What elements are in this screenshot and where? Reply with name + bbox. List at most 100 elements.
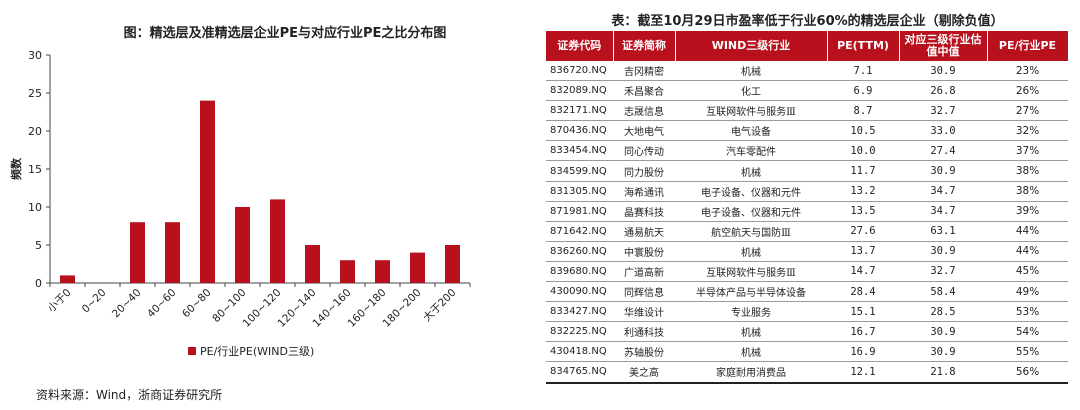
cell-pe-ratio: 56% bbox=[987, 361, 1068, 384]
cell-name: 中寰股份 bbox=[613, 241, 675, 262]
cell-industry-median: 63.1 bbox=[899, 221, 987, 242]
cell-industry-median: 21.8 bbox=[899, 361, 987, 384]
cell-pe-ratio: 38% bbox=[987, 160, 1068, 182]
cell-industry-median: 26.8 bbox=[899, 80, 987, 102]
cell-industry-median: 34.7 bbox=[899, 181, 987, 202]
table-row: 831305.NQ 海希通讯 电子设备、仪器和元件 13.2 34.7 38% bbox=[546, 181, 1068, 202]
cell-name: 晶赛科技 bbox=[613, 201, 675, 222]
cell-name: 广道高新 bbox=[613, 261, 675, 283]
y-tick-label: 0 bbox=[35, 277, 42, 290]
cell-pe-ttm: 15.1 bbox=[827, 301, 899, 323]
table-row: 871642.NQ 通易航天 航空航天与国防Ⅲ 27.6 63.1 44% bbox=[546, 221, 1068, 242]
table-header-row: 证券代码 证券简称 WIND三级行业 PE(TTM) 对应三级行业估值中值 PE… bbox=[546, 31, 1069, 61]
source-note: 资料来源：Wind，浙商证券研究所 bbox=[36, 388, 223, 402]
cell-industry: 互联网软件与服务Ⅲ bbox=[675, 100, 827, 122]
table-title: 表：截至10月29日市盈率低于行业60%的精选层企业（剔除负值） bbox=[611, 14, 1004, 29]
cell-code: 834765.NQ bbox=[546, 361, 613, 384]
cell-pe-ratio: 32% bbox=[987, 120, 1068, 142]
cell-code: 832225.NQ bbox=[546, 321, 613, 343]
x-tick-label: 40~60 bbox=[145, 287, 179, 321]
cell-name: 通易航天 bbox=[613, 221, 675, 242]
cell-industry-median: 32.7 bbox=[899, 261, 987, 283]
bar bbox=[445, 245, 460, 283]
bar bbox=[200, 100, 215, 283]
y-tick-label: 10 bbox=[28, 201, 42, 214]
cell-pe-ttm: 28.4 bbox=[827, 281, 899, 303]
cell-name: 吉冈精密 bbox=[613, 61, 675, 82]
table-row: 871981.NQ 晶赛科技 电子设备、仪器和元件 13.5 34.7 39% bbox=[546, 201, 1068, 222]
header-pe-ttm: PE(TTM) bbox=[827, 31, 900, 61]
cell-pe-ttm: 12.1 bbox=[827, 361, 899, 384]
y-axis-label: 频数 bbox=[9, 157, 23, 180]
cell-industry: 化工 bbox=[675, 80, 827, 102]
cell-industry: 家庭耐用消费品 bbox=[675, 361, 827, 384]
table-row: 836720.NQ 吉冈精密 机械 7.1 30.9 23% bbox=[546, 61, 1068, 82]
cell-industry: 专业服务 bbox=[675, 301, 827, 323]
cell-code: 836720.NQ bbox=[546, 61, 613, 82]
cell-pe-ratio: 44% bbox=[987, 241, 1068, 262]
cell-pe-ttm: 6.9 bbox=[827, 80, 899, 102]
cell-name: 苏轴股份 bbox=[613, 341, 675, 363]
header-wind-industry: WIND三级行业 bbox=[675, 31, 828, 61]
cell-industry: 机械 bbox=[675, 321, 827, 343]
header-security-name: 证券简称 bbox=[613, 31, 676, 61]
cell-pe-ratio: 55% bbox=[987, 341, 1068, 363]
cell-industry: 互联网软件与服务Ⅲ bbox=[675, 261, 827, 283]
bar bbox=[165, 222, 180, 283]
bar bbox=[270, 199, 285, 283]
table-row: 870436.NQ 大地电气 电气设备 10.5 33.0 32% bbox=[546, 120, 1068, 142]
cell-pe-ttm: 13.7 bbox=[827, 241, 899, 262]
cell-industry-median: 27.4 bbox=[899, 140, 987, 162]
cell-pe-ratio: 37% bbox=[987, 140, 1068, 162]
cell-name: 华维设计 bbox=[613, 301, 675, 323]
bar bbox=[305, 245, 320, 283]
cell-code: 430418.NQ bbox=[546, 341, 613, 363]
cell-industry-median: 30.9 bbox=[899, 241, 987, 262]
cell-name: 同心传动 bbox=[613, 140, 675, 162]
cell-industry-median: 30.9 bbox=[899, 61, 987, 82]
bar bbox=[375, 260, 390, 283]
cell-name: 美之高 bbox=[613, 361, 675, 384]
y-tick-label: 15 bbox=[28, 163, 42, 176]
cell-pe-ttm: 10.0 bbox=[827, 140, 899, 162]
low-pe-companies-table: 证券代码 证券简称 WIND三级行业 PE(TTM) 对应三级行业估值中值 PE… bbox=[546, 31, 1069, 384]
cell-pe-ttm: 14.7 bbox=[827, 261, 899, 283]
cell-pe-ratio: 54% bbox=[987, 321, 1068, 343]
cell-pe-ttm: 16.7 bbox=[827, 321, 899, 343]
cell-industry-median: 30.9 bbox=[899, 160, 987, 182]
cell-code: 832171.NQ bbox=[546, 100, 613, 122]
table-row: 430090.NQ 同辉信息 半导体产品与半导体设备 28.4 58.4 49% bbox=[546, 281, 1068, 303]
cell-pe-ratio: 26% bbox=[987, 80, 1068, 102]
cell-industry: 机械 bbox=[675, 341, 827, 363]
cell-code: 871642.NQ bbox=[546, 221, 613, 242]
table-row: 832089.NQ 禾昌聚合 化工 6.9 26.8 26% bbox=[546, 80, 1068, 102]
cell-code: 430090.NQ bbox=[546, 281, 613, 303]
table-row: 834765.NQ 美之高 家庭耐用消费品 12.1 21.8 56% bbox=[546, 361, 1068, 384]
cell-pe-ttm: 10.5 bbox=[827, 120, 899, 142]
table-row: 839680.NQ 广道高新 互联网软件与服务Ⅲ 14.7 32.7 45% bbox=[546, 261, 1068, 283]
cell-name: 大地电气 bbox=[613, 120, 675, 142]
cell-pe-ratio: 45% bbox=[987, 261, 1068, 283]
y-tick-label: 20 bbox=[28, 125, 42, 138]
x-tick-label: 60~80 bbox=[180, 287, 214, 321]
cell-pe-ratio: 49% bbox=[987, 281, 1068, 303]
cell-name: 同力股份 bbox=[613, 160, 675, 182]
cell-pe-ratio: 27% bbox=[987, 100, 1068, 122]
cell-industry-median: 34.7 bbox=[899, 201, 987, 222]
cell-pe-ratio: 39% bbox=[987, 201, 1068, 222]
cell-pe-ttm: 8.7 bbox=[827, 100, 899, 122]
chart-title: 图：精选层及准精选层企业PE与对应行业PE之比分布图 bbox=[123, 26, 447, 41]
cell-name: 海希通讯 bbox=[613, 181, 675, 202]
cell-industry: 航空航天与国防Ⅲ bbox=[675, 221, 827, 242]
cell-pe-ratio: 23% bbox=[987, 61, 1068, 82]
cell-pe-ttm: 11.7 bbox=[827, 160, 899, 182]
cell-pe-ttm: 13.2 bbox=[827, 181, 899, 202]
legend-label: PE/行业PE(WIND三级) bbox=[200, 345, 314, 358]
x-tick-label: 20~40 bbox=[110, 287, 144, 321]
bar bbox=[340, 260, 355, 283]
cell-industry: 半导体产品与半导体设备 bbox=[675, 281, 827, 303]
table-row: 832171.NQ 志晟信息 互联网软件与服务Ⅲ 8.7 32.7 27% bbox=[546, 100, 1068, 122]
y-tick-label: 30 bbox=[28, 49, 42, 62]
x-tick-label: 0~20 bbox=[80, 287, 109, 316]
